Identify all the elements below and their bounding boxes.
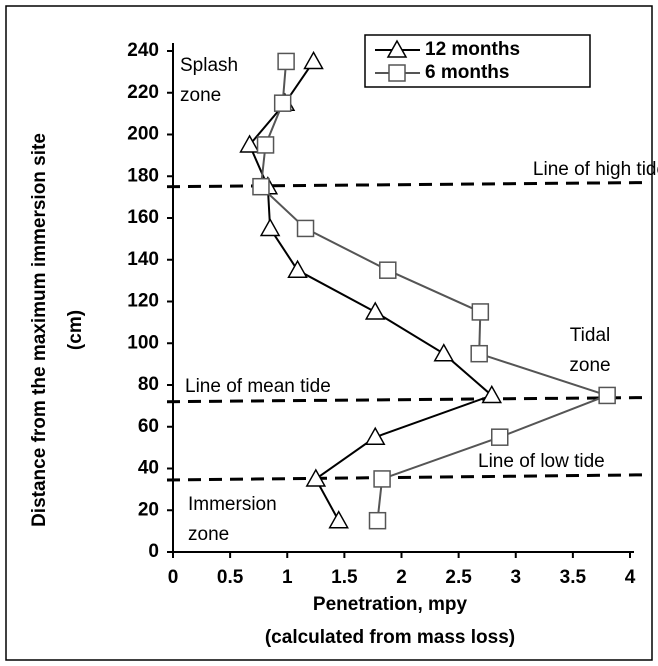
marker bbox=[287, 259, 308, 278]
marker bbox=[364, 301, 386, 320]
zone-label: Splash bbox=[180, 55, 238, 76]
zone-label: zone bbox=[180, 85, 221, 106]
y-tick-label: 20 bbox=[138, 499, 159, 520]
marker bbox=[470, 344, 488, 363]
marker bbox=[252, 177, 270, 196]
marker bbox=[305, 468, 327, 487]
marker bbox=[259, 217, 281, 237]
legend-label: 6 months bbox=[425, 62, 509, 83]
y-tick-label: 220 bbox=[127, 82, 159, 103]
marker bbox=[471, 303, 490, 321]
y-tick-label: 200 bbox=[127, 124, 159, 145]
x-tick-label: 2.5 bbox=[445, 567, 472, 588]
x-tick-label: 2 bbox=[396, 567, 407, 588]
y-tick-label: 60 bbox=[138, 416, 159, 437]
y-tick-label: 120 bbox=[127, 291, 159, 312]
y-tick-label: 240 bbox=[127, 40, 159, 61]
y-tick-label: 0 bbox=[148, 541, 159, 562]
x-axis-label: (calculated from mass loss) bbox=[265, 627, 515, 648]
marker bbox=[256, 136, 275, 154]
x-tick-label: 3.5 bbox=[560, 567, 587, 588]
marker bbox=[277, 52, 295, 71]
legend-marker bbox=[388, 64, 406, 82]
marker bbox=[303, 50, 324, 70]
marker bbox=[598, 386, 616, 405]
tide-line bbox=[166, 181, 651, 189]
x-tick-label: 3 bbox=[510, 567, 521, 588]
x-tick-label: 0 bbox=[168, 567, 179, 588]
zone-label: zone bbox=[569, 355, 610, 376]
x-axis-label: Penetration, mpy bbox=[313, 594, 468, 615]
marker bbox=[379, 261, 397, 279]
zone-label: Tidal bbox=[570, 325, 610, 346]
x-tick-label: 0.5 bbox=[217, 567, 244, 588]
tide-label: Line of mean tide bbox=[185, 376, 331, 397]
marker bbox=[433, 343, 455, 362]
y-tick-label: 160 bbox=[127, 207, 159, 228]
marker bbox=[273, 94, 292, 112]
series-line bbox=[248, 60, 494, 522]
tide-line bbox=[166, 396, 651, 404]
y-tick-label: 40 bbox=[138, 458, 159, 479]
y-tick-label: 80 bbox=[138, 374, 159, 395]
x-tick-label: 1 bbox=[282, 567, 293, 588]
y-tick-label: 100 bbox=[127, 332, 159, 353]
legend-marker bbox=[386, 39, 408, 58]
x-tick-label: 1.5 bbox=[331, 567, 358, 588]
marker bbox=[481, 384, 503, 404]
marker bbox=[364, 426, 386, 445]
marker bbox=[368, 511, 387, 530]
zone-label: Immersion bbox=[188, 494, 277, 515]
tide-label: Line of low tide bbox=[478, 451, 605, 472]
marker bbox=[491, 428, 509, 446]
tide-label: Line of high tide bbox=[533, 159, 658, 180]
y-tick-label: 140 bbox=[127, 249, 159, 270]
legend-label: 12 months bbox=[425, 39, 520, 60]
y-axis-label: (cm) bbox=[65, 310, 86, 350]
y-tick-label: 180 bbox=[127, 165, 159, 186]
zone-label: zone bbox=[188, 524, 229, 545]
x-tick-label: 4 bbox=[625, 567, 636, 588]
frame bbox=[5, 5, 653, 661]
marker bbox=[239, 134, 260, 153]
marker bbox=[328, 510, 349, 529]
tide-line bbox=[166, 473, 651, 482]
marker bbox=[373, 470, 391, 488]
y-axis-label: Distance from the maximum immersion site bbox=[29, 133, 50, 527]
marker bbox=[296, 219, 315, 238]
